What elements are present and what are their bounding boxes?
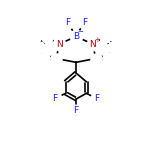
Text: F: F (52, 94, 58, 103)
Text: −: − (78, 29, 83, 35)
Text: +: + (95, 37, 100, 43)
Text: N: N (89, 40, 96, 49)
Text: N: N (56, 40, 63, 49)
Text: B: B (73, 32, 79, 41)
Text: F: F (82, 17, 87, 27)
Text: F: F (65, 17, 70, 27)
Text: F: F (94, 94, 100, 103)
Text: F: F (73, 106, 79, 115)
